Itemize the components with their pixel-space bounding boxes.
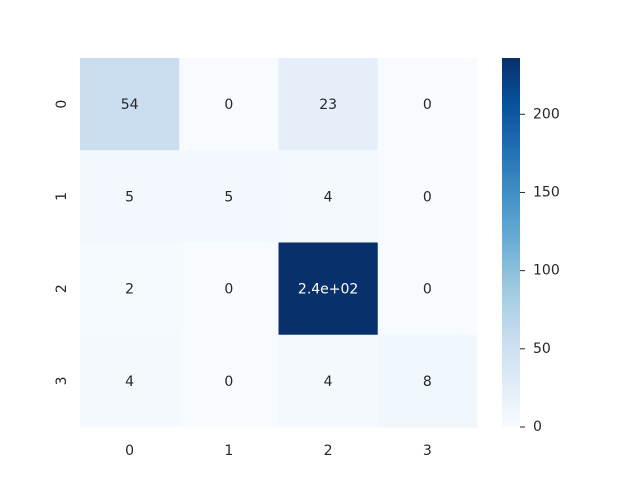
heatmap-cell-r1-c3 bbox=[377, 150, 478, 243]
x-tick-label: 1 bbox=[224, 443, 233, 459]
heatmap-cell-r0-c2 bbox=[278, 58, 379, 151]
cell-label-r0-c3: 0 bbox=[423, 97, 432, 113]
y-tick-label: 0 bbox=[54, 100, 70, 109]
x-tick-label: 2 bbox=[324, 443, 333, 459]
colorbar-tick-label: 200 bbox=[533, 106, 560, 122]
x-axis-ticks: 0 1 2 3 bbox=[125, 443, 432, 459]
y-tick-label: 2 bbox=[54, 284, 70, 293]
cell-label-r3-c3: 8 bbox=[423, 374, 432, 390]
colorbar-tick-label: 0 bbox=[533, 419, 542, 435]
cell-label-r2-c1: 0 bbox=[224, 282, 233, 298]
colorbar-gradient-bar bbox=[502, 58, 520, 427]
colorbar-tick-label: 100 bbox=[533, 263, 560, 279]
heatmap-cell-r1-c0 bbox=[80, 150, 180, 243]
x-tick-label: 3 bbox=[423, 443, 432, 459]
heatmap-cell-r3-c0 bbox=[80, 334, 180, 428]
cell-label-r1-c3: 0 bbox=[423, 189, 432, 205]
heatmap-cell-r2-c3 bbox=[377, 242, 478, 336]
heatmap-cell-r3-c2 bbox=[278, 334, 379, 428]
heatmap-cell-r0-c3 bbox=[377, 58, 478, 151]
heatmap-cell-r1-c2 bbox=[278, 150, 379, 243]
cell-label-r1-c2: 4 bbox=[324, 189, 333, 205]
colorbar-tick-label: 150 bbox=[533, 184, 560, 200]
heatmap-cell-r2-c1 bbox=[179, 242, 279, 336]
heatmap-cells bbox=[80, 58, 478, 428]
heatmap-cell-r1-c1 bbox=[179, 150, 279, 243]
cell-label-r3-c1: 0 bbox=[224, 374, 233, 390]
cell-label-r3-c2: 4 bbox=[324, 374, 333, 390]
cell-label-r0-c2: 23 bbox=[319, 97, 337, 113]
cell-label-r1-c0: 5 bbox=[125, 189, 134, 205]
y-tick-label: 1 bbox=[54, 192, 70, 201]
cell-label-r3-c0: 4 bbox=[125, 374, 134, 390]
heatmap-cell-r3-c1 bbox=[179, 334, 279, 428]
colorbar: 0 50 100 150 200 bbox=[502, 58, 560, 435]
x-tick-label: 0 bbox=[125, 443, 134, 459]
cell-label-r1-c1: 5 bbox=[224, 189, 233, 205]
heatmap-cell-r2-c2 bbox=[278, 242, 379, 336]
heatmap-cell-r2-c0 bbox=[80, 242, 180, 336]
heatmap-cell-r0-c1 bbox=[179, 58, 279, 151]
cell-label-r2-c0: 2 bbox=[125, 282, 134, 298]
cell-label-r0-c0: 54 bbox=[121, 97, 139, 113]
cell-label-r0-c1: 0 bbox=[224, 97, 233, 113]
heatmap-cell-r0-c0 bbox=[80, 58, 180, 151]
cell-label-r2-c3: 0 bbox=[423, 282, 432, 298]
heatmap-cell-r3-c3 bbox=[377, 334, 478, 428]
heatmap-cell-labels: 54 0 23 05 5 4 02 0 2.4e+02 04 0 4 8 bbox=[121, 97, 432, 390]
y-axis-ticks: 0 1 2 3 bbox=[54, 100, 70, 386]
cell-label-r2-c2: 2.4e+02 bbox=[298, 282, 358, 298]
y-tick-label: 3 bbox=[54, 376, 70, 385]
colorbar-tick-label: 50 bbox=[533, 341, 551, 357]
